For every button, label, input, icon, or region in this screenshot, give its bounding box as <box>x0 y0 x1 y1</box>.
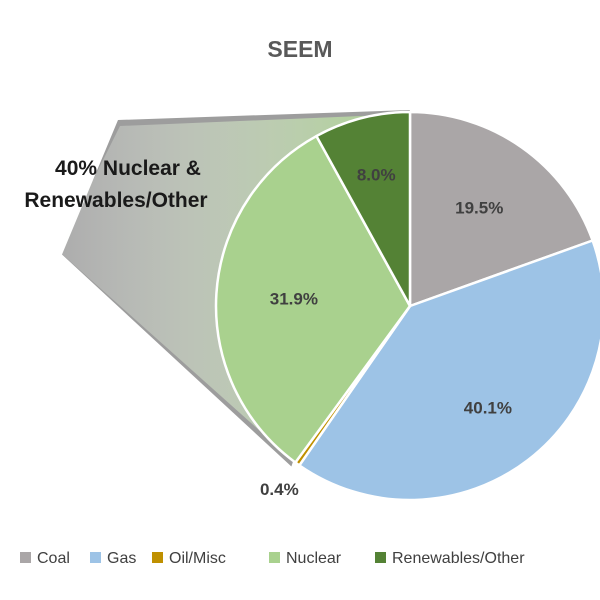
callout-text-line1: 40% Nuclear & <box>55 157 201 180</box>
pie-slices <box>214 110 600 502</box>
slice-labels: 19.5% 40.1% 0.4% 31.9% 8.0% <box>260 165 512 499</box>
slice-label-renewables-other: 8.0% <box>357 165 396 184</box>
legend-swatch-oil-misc <box>152 552 163 563</box>
legend-label-coal: Coal <box>37 550 70 567</box>
pie-slice-gas <box>298 239 600 502</box>
legend-label-renewables-other: Renewables/Other <box>392 550 525 567</box>
legend-label-oil-misc: Oil/Misc <box>169 550 226 567</box>
pie-slice-coal <box>408 110 594 308</box>
legend-item-oil-misc: Oil/Misc <box>152 550 226 567</box>
legend-label-nuclear: Nuclear <box>286 550 342 567</box>
legend-item-nuclear: Nuclear <box>269 550 342 567</box>
legend: Coal Gas Oil/Misc Nuclear Renewables/Other <box>20 550 525 567</box>
slice-label-nuclear: 31.9% <box>270 290 318 309</box>
legend-swatch-nuclear <box>269 552 280 563</box>
slice-label-coal: 19.5% <box>455 199 503 218</box>
legend-swatch-gas <box>90 552 101 563</box>
slice-label-gas: 40.1% <box>464 399 512 418</box>
slice-label-oil-misc: 0.4% <box>260 480 299 499</box>
pie-slice-renewables-other <box>315 110 412 308</box>
pie-slice-nuclear <box>214 134 412 464</box>
legend-item-coal: Coal <box>20 550 70 567</box>
chart-title: SEEM <box>267 36 332 62</box>
legend-swatch-coal <box>20 552 31 563</box>
legend-label-gas: Gas <box>107 550 136 567</box>
legend-item-gas: Gas <box>90 550 136 567</box>
callout-text-line2: Renewables/Other <box>24 189 207 212</box>
legend-item-renewables-other: Renewables/Other <box>375 550 525 567</box>
legend-swatch-renewables-other <box>375 552 386 563</box>
